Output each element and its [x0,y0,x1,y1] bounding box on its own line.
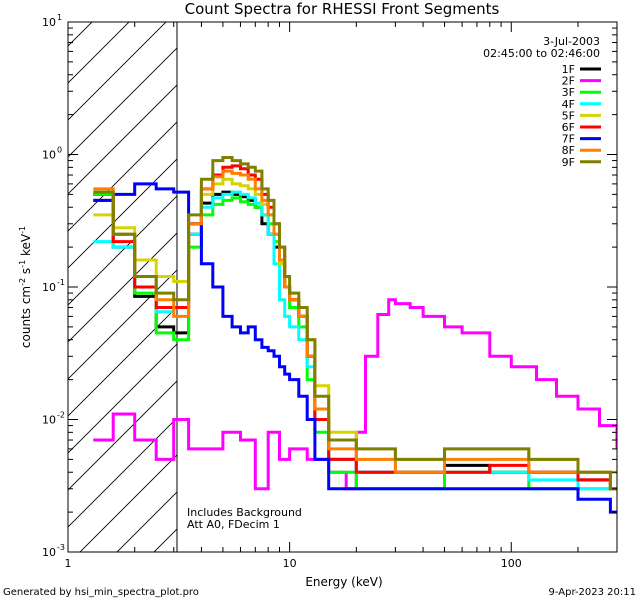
y-tick-label: 10 [42,546,56,559]
x-axis-label: Energy (keV) [305,575,382,589]
legend-label-1F: 1F [562,63,575,76]
y-tick-exponent: -3 [57,543,65,552]
hatch-line [68,417,177,528]
chart-title: Count Spectra for RHESSI Front Segments [185,0,500,18]
hatch-line [68,22,167,121]
y-tick-label: 10 [42,414,56,427]
y-tick-exponent: -1 [57,278,65,287]
y-axis-label-end: keV [19,233,33,260]
x-tick-label: 1 [65,557,72,570]
y-axis-label-main: counts cm [19,286,33,348]
legend-label-7F: 7F [562,133,575,146]
y-tick-exponent: -2 [57,411,65,420]
hatch-line [68,269,177,380]
series-line-7F [93,182,617,514]
y-tick-exponent: 1 [57,13,62,22]
y-axis-label-exp1: -2 [18,278,27,286]
legend-label-6F: 6F [562,121,575,134]
timestamp-footer: 9-Apr-2023 20:11 [549,587,636,598]
series-layer [93,156,617,514]
legend-label-3F: 3F [562,86,575,99]
y-tick-label: 10 [42,16,56,29]
y-axis-label-mid: s [19,268,33,278]
hatch-line [68,47,177,158]
y-axis-label-exp2: -1 [18,260,27,268]
observation-date: 3-Jul-2003 [543,35,600,48]
legend-label-5F: 5F [562,109,575,122]
svg-text:counts cm-2 s-1 keV-1: counts cm-2 s-1 keV-1 [18,226,33,348]
hatch-line [116,491,177,552]
legend-label-8F: 8F [562,144,575,157]
observation-time-range: 02:45:00 to 02:46:00 [483,47,600,60]
hatch-line [68,232,177,343]
hatch-line [79,454,177,552]
y-axis-label-exp3: -1 [18,226,27,234]
hatch-line [68,84,177,195]
hatch-line [68,22,93,47]
y-tick-label: 10 [42,149,56,162]
legend-label-9F: 9F [562,156,575,169]
legend-label-4F: 4F [562,98,575,111]
y-tick-exponent: 0 [57,146,62,155]
series-line-9F [93,156,617,491]
legend-label-2F: 2F [562,75,575,88]
y-axis-label: counts cm-2 s-1 keV-1 [18,226,33,348]
y-tick-label: 10 [42,281,56,294]
background-note: Includes Background [187,506,302,519]
x-tick-label: 100 [501,557,522,570]
x-tick-label: 10 [283,557,297,570]
generator-footer: Generated by hsi_min_spectra_plot.pro [3,587,199,598]
hatch-line [0,0,77,600]
attenuator-note: Att A0, FDecim 1 [187,518,280,531]
